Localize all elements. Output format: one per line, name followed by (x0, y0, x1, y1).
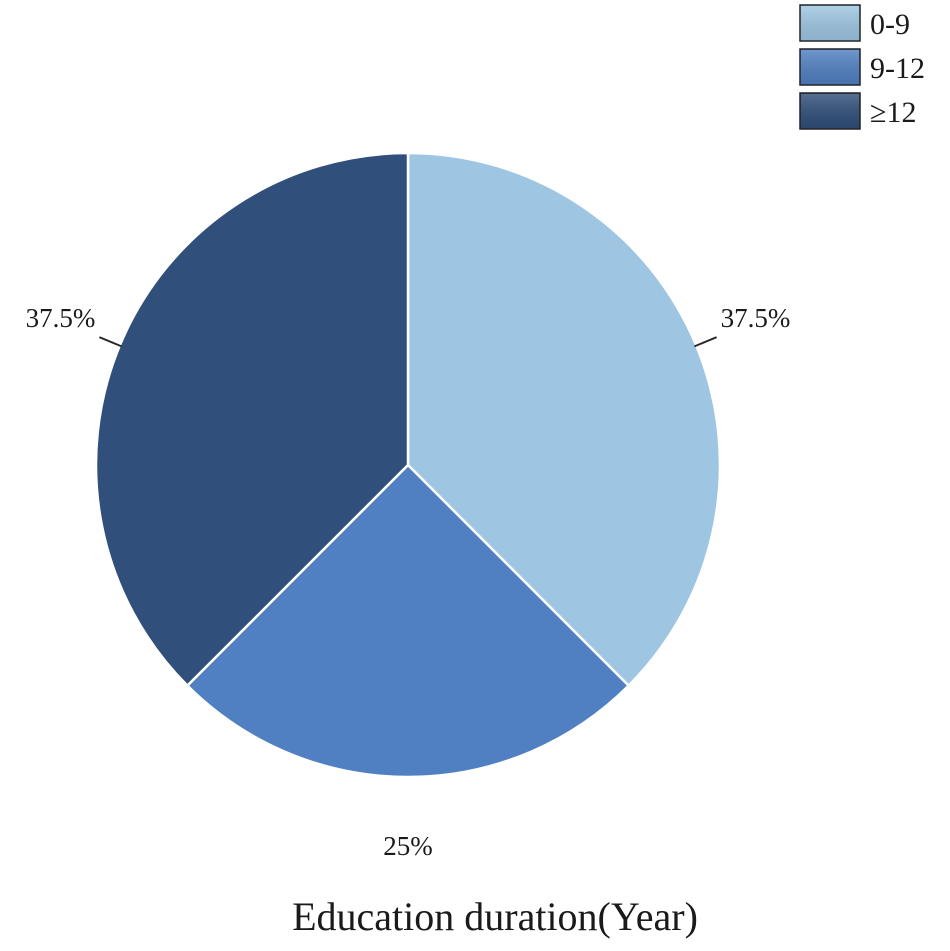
legend-item-ge12: ≥12 (799, 92, 916, 130)
legend-item-0-9: 0-9 (799, 4, 910, 42)
legend-label-9-12: 9-12 (870, 52, 925, 85)
slice-label-0-9: 37.5% (721, 303, 791, 333)
slice-label-9-12: 25% (383, 831, 433, 861)
legend-label-0-9: 0-9 (870, 8, 910, 41)
slice-leader-lines (99, 336, 717, 348)
legend-item-9-12: 9-12 (799, 48, 925, 86)
slice-label-ge12: 37.5% (26, 303, 96, 333)
legend-swatch-shade (801, 6, 859, 40)
pie-slices (94, 151, 722, 779)
legend-swatch-shade (801, 94, 859, 128)
legend-swatch-shade (801, 50, 859, 84)
leader-line-0-9 (694, 336, 717, 348)
legend: 0-9 9-12 ≥12 (799, 4, 925, 130)
legend-label-ge12: ≥12 (870, 96, 916, 129)
x-axis-label: Education duration(Year) (292, 894, 698, 939)
slice-labels: 37.5% 25% 37.5% (26, 303, 791, 861)
pie-slice-9-12 (186, 463, 630, 779)
leader-line-ge12 (99, 336, 122, 348)
